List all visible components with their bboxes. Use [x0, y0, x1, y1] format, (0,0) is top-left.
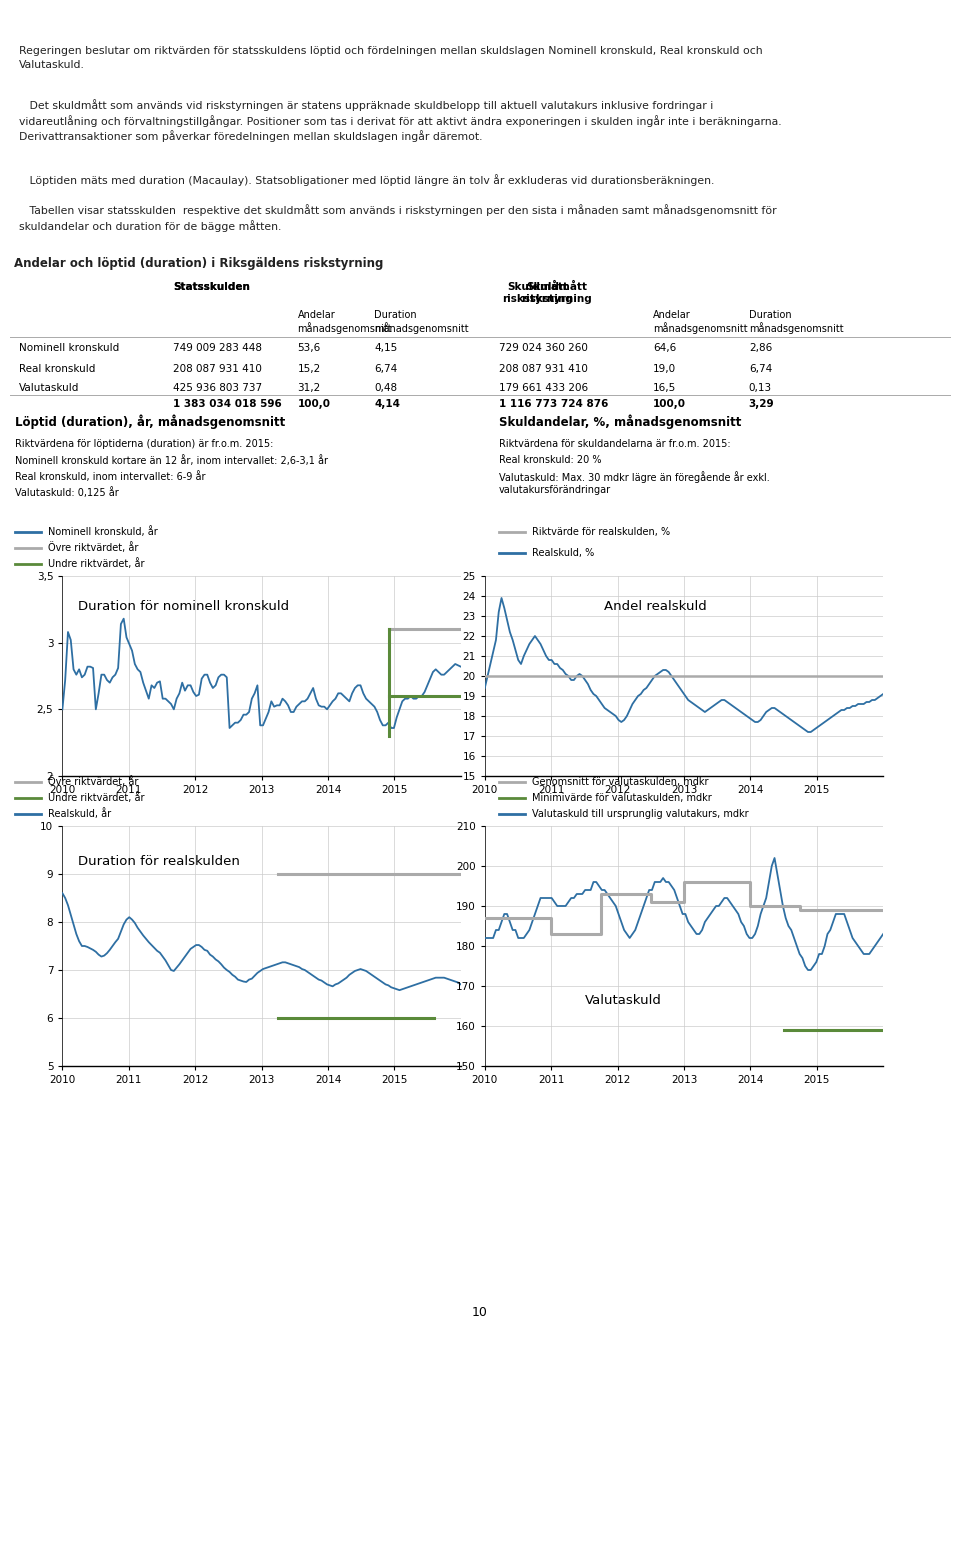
Text: 31,2: 31,2	[298, 384, 321, 393]
Text: 3,29: 3,29	[749, 399, 775, 409]
Text: Valutaskuld till ursprunglig valutakurs, mdkr: Valutaskuld till ursprunglig valutakurs,…	[532, 808, 749, 819]
Text: Skuldmått
riskstyrning: Skuldmått riskstyrning	[502, 282, 573, 304]
Text: 2,86: 2,86	[749, 343, 772, 353]
Text: 16,5: 16,5	[653, 384, 676, 393]
Text: 749 009 283 448: 749 009 283 448	[173, 343, 262, 353]
Text: Regeringen beslutar om riktvärden för statsskuldens löptid och fördelningen mell: Regeringen beslutar om riktvärden för st…	[19, 47, 763, 70]
Text: Tabellen visar statsskulden  respektive det skuldmått som används i riskstyrning: Tabellen visar statsskulden respektive d…	[19, 204, 777, 231]
Text: Löptid (duration), år, månadsgenomsnitt: Löptid (duration), år, månadsgenomsnitt	[14, 415, 285, 429]
Text: 0,48: 0,48	[374, 384, 397, 393]
Text: 64,6: 64,6	[653, 343, 676, 353]
Text: 1 383 034 018 596: 1 383 034 018 596	[173, 399, 281, 409]
Text: Realskuld, %: Realskuld, %	[532, 548, 594, 557]
Text: Valutaskuld: Max. 30 mdkr lägre än föregående år exkl.
valutakursförändringar: Valutaskuld: Max. 30 mdkr lägre än föreg…	[499, 471, 770, 496]
Text: 1 116 773 724 876: 1 116 773 724 876	[499, 399, 609, 409]
Text: Riktvärdena för skuldandelarna är fr.o.m. 2015:: Riktvärdena för skuldandelarna är fr.o.m…	[499, 438, 731, 449]
Text: Duration
månadsgenomsnitt: Duration månadsgenomsnitt	[749, 310, 844, 334]
Text: 100,0: 100,0	[298, 399, 330, 409]
Text: 15,2: 15,2	[298, 363, 321, 374]
Text: Andelar
månadsgenomsnitt: Andelar månadsgenomsnitt	[653, 310, 748, 334]
Text: Real kronskuld: 20 %: Real kronskuld: 20 %	[499, 456, 602, 465]
Text: Andelar och löptid (duration) i Riksgäldens riskstyrning: Andelar och löptid (duration) i Riksgäld…	[14, 257, 384, 270]
Text: Valutaskuld: Valutaskuld	[19, 384, 80, 393]
Text: Riktvärde för realskulden, %: Riktvärde för realskulden, %	[532, 527, 670, 537]
Text: Statsskulden: Statsskulden	[173, 282, 250, 292]
Text: Skuldandelar, %, månadsgenomsnitt: Skuldandelar, %, månadsgenomsnitt	[499, 415, 741, 429]
Text: Det skuldmått som används vid riskstyrningen är statens uppräknade skuldbelopp t: Det skuldmått som används vid riskstyrni…	[19, 98, 781, 142]
Text: Undre riktvärdet, år: Undre riktvärdet, år	[48, 558, 145, 569]
Text: 53,6: 53,6	[298, 343, 321, 353]
Text: 179 661 433 206: 179 661 433 206	[499, 384, 588, 393]
Text: SKULDANDELAR OCH LÖPTIDER SOM DE MÄTS I STYRNINGEN AV FÖRVALTNINGEN: SKULDANDELAR OCH LÖPTIDER SOM DE MÄTS I …	[14, 12, 651, 27]
Text: Övre riktvärdet, år: Övre riktvärdet, år	[48, 775, 139, 786]
Text: Duration för realskulden: Duration för realskulden	[79, 855, 240, 867]
Text: 19,0: 19,0	[653, 363, 676, 374]
Text: Andel realskuld: Andel realskuld	[605, 601, 708, 613]
Text: 100,0: 100,0	[653, 399, 685, 409]
Text: Real kronskuld: Real kronskuld	[19, 363, 96, 374]
Text: 4,15: 4,15	[374, 343, 397, 353]
Text: 729 024 360 260: 729 024 360 260	[499, 343, 588, 353]
Text: Löptiden mäts med duration (Macaulay). Statsobligationer med löptid längre än to: Löptiden mäts med duration (Macaulay). S…	[19, 175, 714, 186]
Text: Statsskulden: Statsskulden	[173, 282, 250, 292]
Text: Nominell kronskuld kortare än 12 år, inom intervallet: 2,6-3,1 år: Nominell kronskuld kortare än 12 år, ino…	[14, 456, 327, 466]
Text: Skuldmått
riskstyrning: Skuldmått riskstyrning	[521, 282, 592, 304]
Text: Valutaskuld: Valutaskuld	[585, 994, 661, 1008]
Text: 10: 10	[472, 1307, 488, 1320]
Text: 0,13: 0,13	[749, 384, 772, 393]
Text: 6,74: 6,74	[374, 363, 397, 374]
Text: 208 087 931 410: 208 087 931 410	[499, 363, 588, 374]
Text: Riktvärdena för löptiderna (duration) är fr.o.m. 2015:: Riktvärdena för löptiderna (duration) är…	[14, 438, 273, 449]
Text: Nominell kronskuld: Nominell kronskuld	[19, 343, 119, 353]
Text: 4,14: 4,14	[374, 399, 400, 409]
Text: Nominell kronskuld, år: Nominell kronskuld, år	[48, 526, 158, 537]
Text: Real kronskuld, inom intervallet: 6-9 år: Real kronskuld, inom intervallet: 6-9 år	[14, 471, 205, 482]
Text: 425 936 803 737: 425 936 803 737	[173, 384, 262, 393]
Text: Övre riktvärdet, år: Övre riktvärdet, år	[48, 541, 139, 552]
Text: Undre riktvärdet, år: Undre riktvärdet, år	[48, 792, 145, 803]
Text: Valutaskuld: 0,125 år: Valutaskuld: 0,125 år	[14, 487, 118, 498]
Text: 6,74: 6,74	[749, 363, 772, 374]
Text: Minimivärde för valutaskulden, mdkr: Minimivärde för valutaskulden, mdkr	[532, 792, 712, 802]
Text: Duration för nominell kronskuld: Duration för nominell kronskuld	[79, 601, 290, 613]
Text: Andelar
månadsgenomsnitt: Andelar månadsgenomsnitt	[298, 310, 393, 334]
Text: Genomsnitt för valutaskulden, mdkr: Genomsnitt för valutaskulden, mdkr	[532, 777, 708, 786]
Text: 208 087 931 410: 208 087 931 410	[173, 363, 262, 374]
Text: Duration
månadsgenomsnitt: Duration månadsgenomsnitt	[374, 310, 469, 334]
Text: Realskuld, år: Realskuld, år	[48, 808, 111, 819]
